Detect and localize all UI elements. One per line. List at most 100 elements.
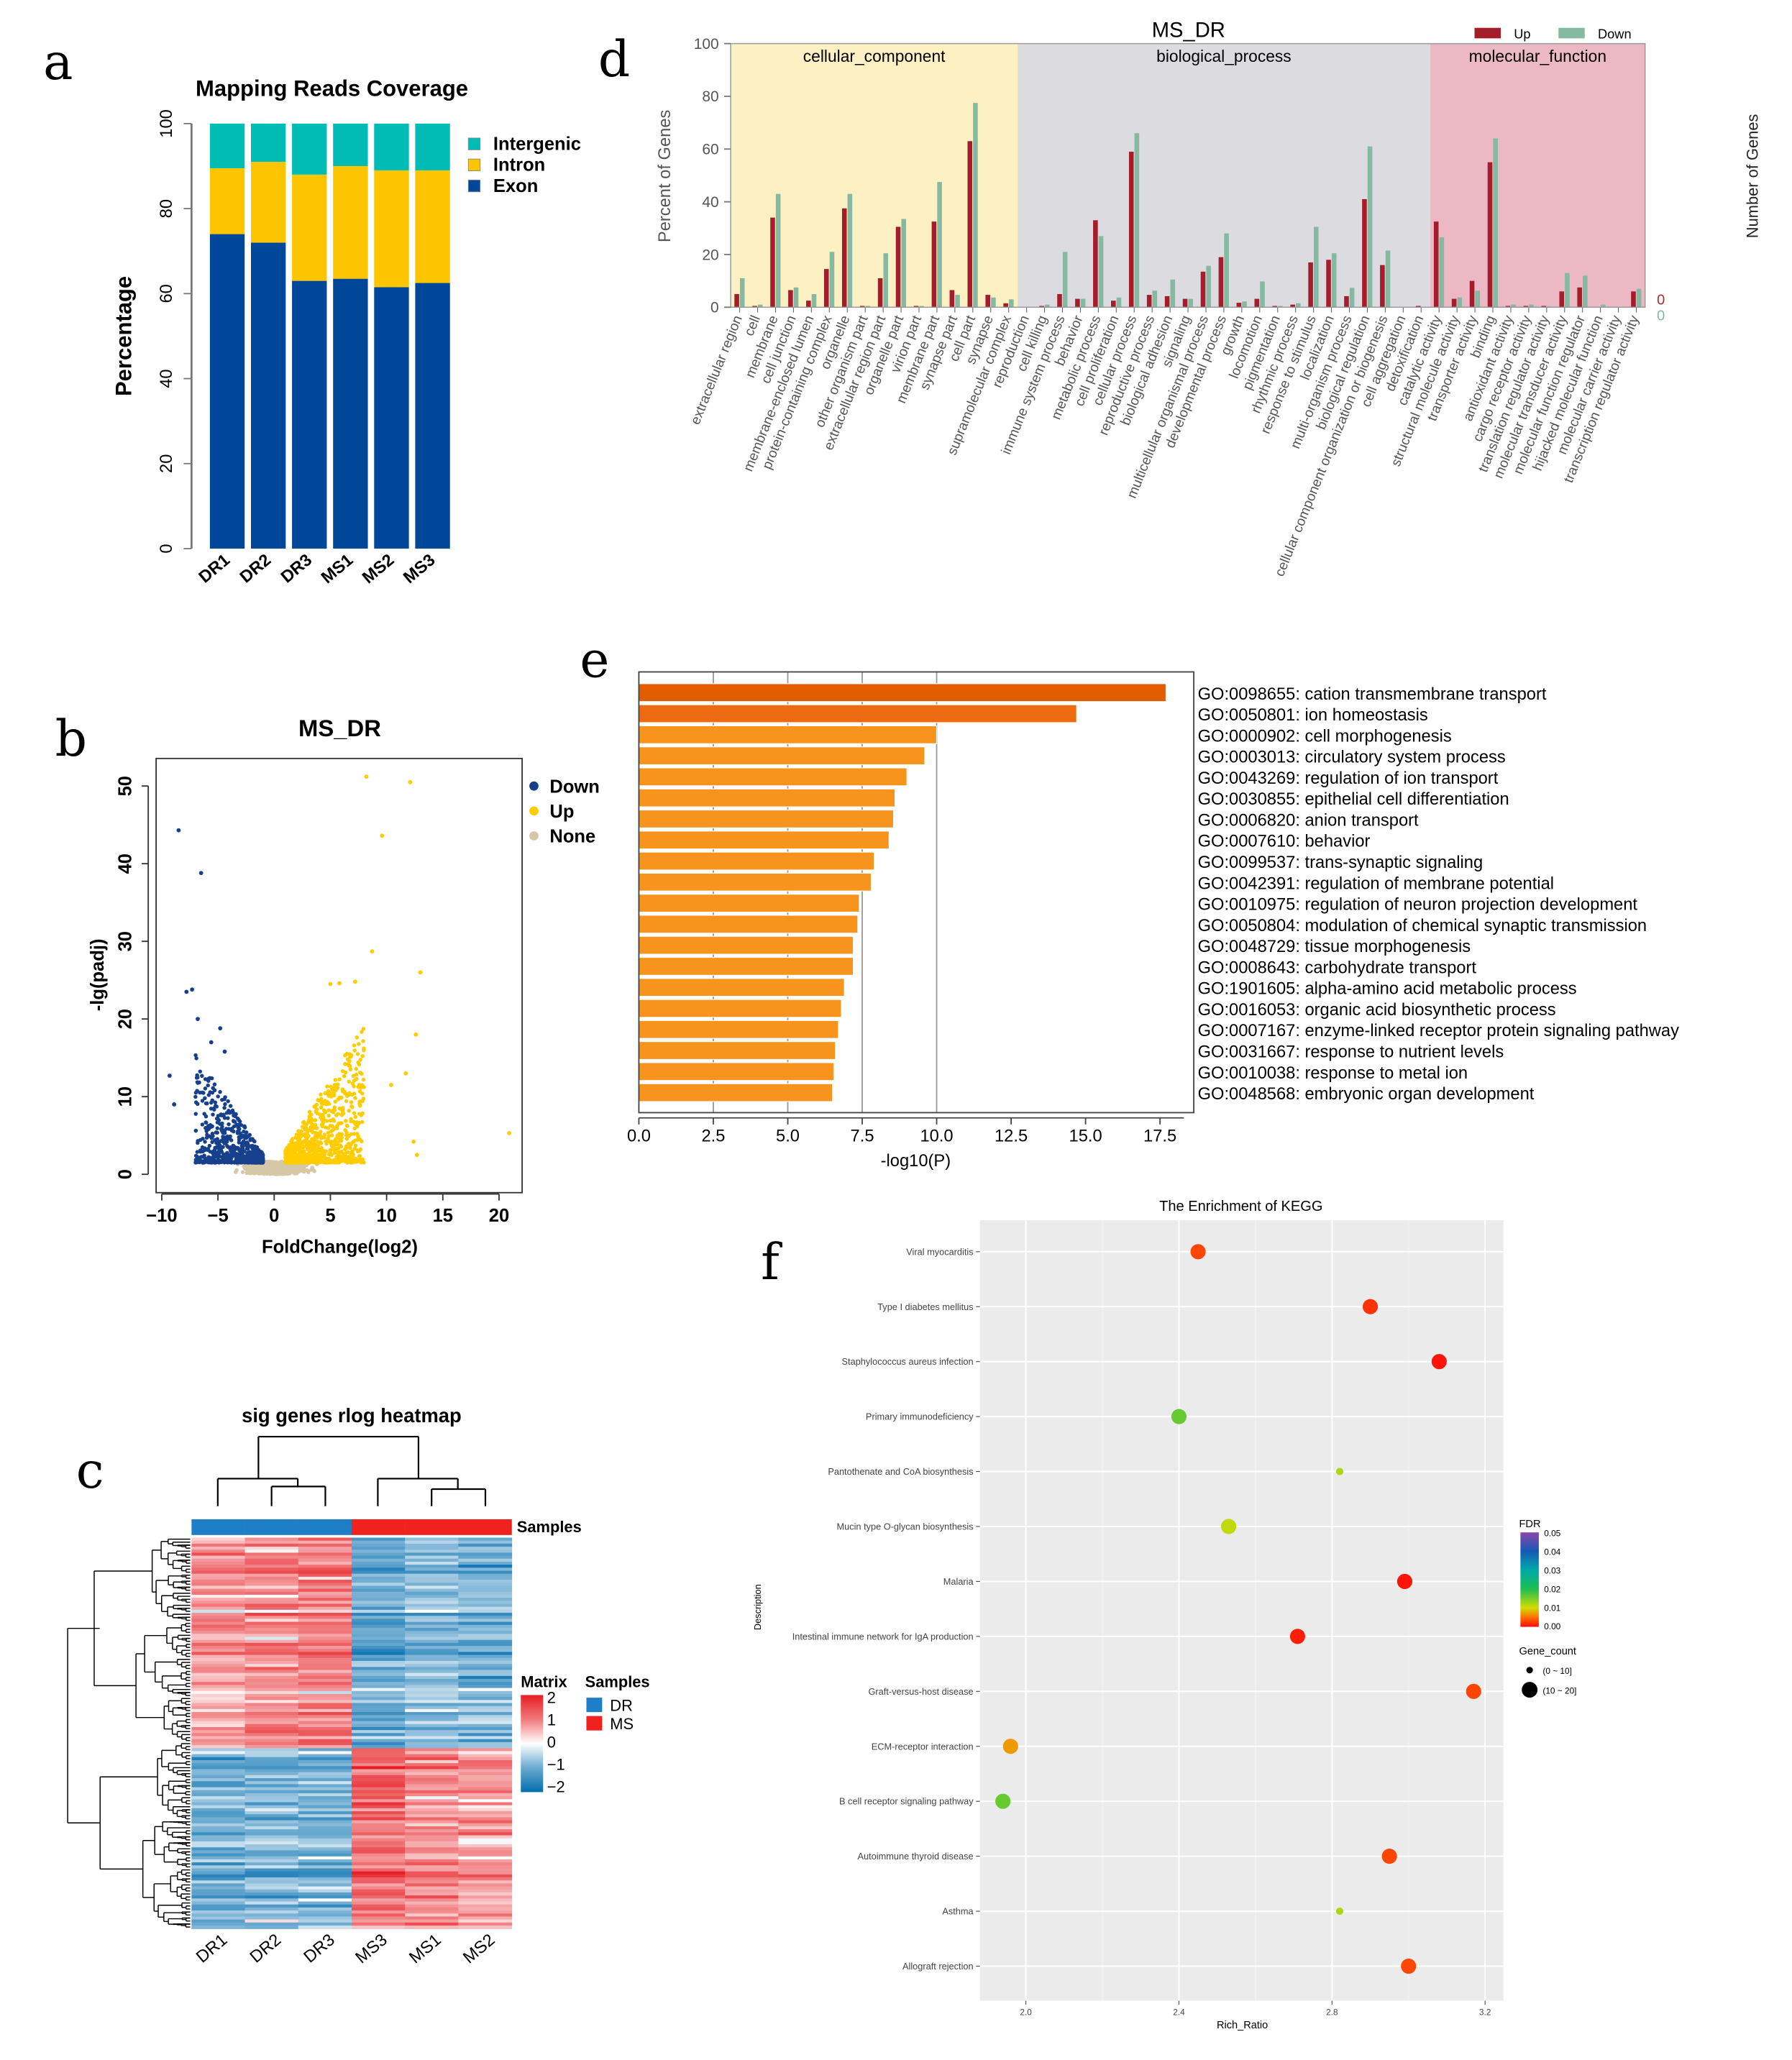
- heatmap-cell: [191, 1685, 246, 1689]
- point-up: [328, 1123, 333, 1128]
- x-tick-label: 2.4: [1173, 2008, 1185, 2018]
- point-down: [193, 1094, 198, 1099]
- point-down: [239, 1141, 244, 1145]
- bar-down: [1457, 297, 1463, 308]
- heatmap-cell: [244, 1723, 299, 1728]
- heatmap-cell: [298, 1922, 352, 1926]
- heatmap-cell: [298, 1576, 352, 1580]
- point-up: [349, 1104, 354, 1109]
- heatmap-cell: [244, 1721, 299, 1725]
- heatmap-cell: [298, 1594, 352, 1598]
- bar: [638, 935, 854, 955]
- heatmap-cell: [298, 1598, 352, 1602]
- point-up: [339, 1113, 344, 1117]
- heatmap-cell: [298, 1664, 352, 1668]
- point-none: [293, 1169, 297, 1173]
- heatmap-cell: [191, 1919, 246, 1923]
- point-down: [203, 1077, 208, 1081]
- bar-down: [1367, 146, 1373, 308]
- point-up: [291, 1137, 295, 1141]
- term-label: GO:0048729: tissue morphogenesis: [1198, 938, 1471, 956]
- heatmap-cell: [298, 1796, 352, 1800]
- heatmap-cell: [405, 1778, 459, 1782]
- bar-down: [1044, 304, 1050, 308]
- point-down: [259, 1157, 263, 1162]
- bar-down: [1116, 297, 1122, 308]
- heatmap-cell: [244, 1741, 299, 1746]
- x-tick-label: 17.5: [1143, 1127, 1176, 1146]
- point-none: [262, 1171, 266, 1176]
- point-up: [353, 1160, 357, 1164]
- point-down: [245, 1135, 250, 1139]
- legend-label: Up: [1514, 26, 1530, 41]
- point-up: [358, 1070, 362, 1075]
- heatmap-cell: [351, 1871, 406, 1875]
- term-label: GO:0007610: behavior: [1198, 833, 1371, 851]
- point-up: [347, 1063, 352, 1068]
- heatmap-cell: [244, 1850, 299, 1854]
- bar-up: [895, 226, 901, 308]
- heatmap-cell: [191, 1654, 246, 1659]
- bar-up: [1128, 151, 1134, 308]
- term-label: GO:0099537: trans-synaptic signaling: [1198, 853, 1484, 872]
- bar-up: [788, 290, 793, 308]
- heatmap-cell: [351, 1657, 406, 1662]
- bar-down: [1511, 304, 1516, 308]
- point-none: [275, 1168, 280, 1173]
- heatmap-cell: [191, 1739, 246, 1743]
- heatmap-cell: [351, 1555, 406, 1560]
- heatmap-cell: [351, 1667, 406, 1671]
- point-up: [298, 1150, 303, 1155]
- point-down: [214, 1151, 219, 1155]
- heatmap-cell: [298, 1901, 352, 1905]
- heatmap-cell: [191, 1841, 246, 1845]
- point-down: [218, 1089, 222, 1094]
- point-up: [333, 1099, 337, 1104]
- point-up: [308, 1149, 313, 1154]
- heatmap-cell: [405, 1898, 459, 1903]
- heatmap-cell: [244, 1718, 299, 1722]
- heatmap-cell: [351, 1583, 406, 1587]
- heatmap-cell: [405, 1772, 459, 1776]
- point-down: [184, 989, 189, 994]
- pathway-label: Graft-versus-host disease: [868, 1686, 973, 1697]
- point-up: [507, 1131, 511, 1135]
- heatmap-cell: [351, 1895, 406, 1900]
- heatmap-cell: [458, 1904, 513, 1908]
- heatmap-cell: [351, 1757, 406, 1761]
- heatmap-cell: [351, 1672, 406, 1677]
- heatmap-cell: [351, 1838, 406, 1842]
- heatmap-cell: [458, 1567, 513, 1572]
- heatmap-cell: [298, 1606, 352, 1611]
- heatmap-cell: [298, 1739, 352, 1743]
- bar: [638, 830, 890, 850]
- y-tick-label: 40: [157, 369, 176, 388]
- bar: [638, 725, 938, 744]
- points: [167, 774, 511, 1176]
- heatmap-cell: [351, 1802, 406, 1806]
- heatmap-cell: [405, 1790, 459, 1794]
- heatmap-cell: [244, 1736, 299, 1740]
- heatmap-cell: [351, 1721, 406, 1725]
- heatmap-cell: [458, 1784, 513, 1788]
- heatmap-cell: [351, 1567, 406, 1572]
- point-up: [321, 1148, 326, 1153]
- heatmap-cell: [298, 1697, 352, 1701]
- heatmap-cell: [458, 1603, 513, 1608]
- heatmap-cell: [298, 1883, 352, 1887]
- heatmap-cell: [351, 1847, 406, 1851]
- heatmap-cell: [191, 1624, 246, 1629]
- point-down: [216, 1155, 220, 1161]
- heatmap-cell: [191, 1730, 246, 1734]
- point-down: [220, 1097, 224, 1102]
- point-up: [305, 1136, 309, 1140]
- heatmap-cell: [191, 1757, 246, 1761]
- point-down: [246, 1160, 251, 1164]
- heatmap-cell: [244, 1784, 299, 1788]
- heatmap-cell: [405, 1826, 459, 1830]
- y-tick-label: 0: [115, 1169, 135, 1179]
- point-up: [319, 1092, 323, 1097]
- heatmap-cell: [351, 1675, 406, 1680]
- pathway-label: Autoimmune thyroid disease: [858, 1851, 974, 1862]
- x-tick-label: MS2: [359, 551, 398, 587]
